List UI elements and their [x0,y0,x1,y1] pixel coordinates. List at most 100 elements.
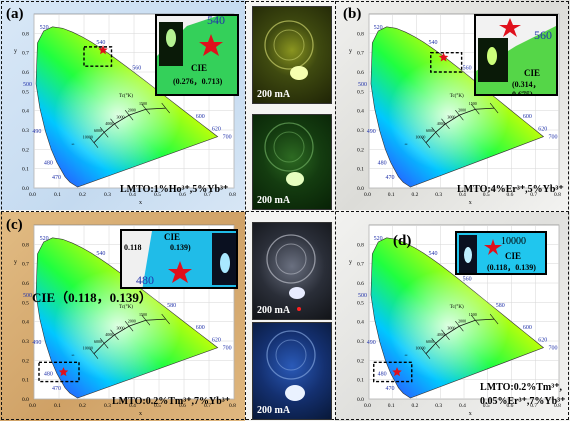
svg-text:470: 470 [52,175,61,181]
cie-title-a: CIE [191,63,208,73]
svg-text:10000: 10000 [415,346,425,351]
svg-text:480: 480 [378,160,387,166]
svg-text:∞: ∞ [72,352,75,357]
svg-text:0.5: 0.5 [357,89,364,95]
svg-text:∞: ∞ [72,141,75,146]
svg-text:3000: 3000 [117,114,125,119]
svg-text:560: 560 [132,65,141,71]
svg-text:1500: 1500 [469,101,477,106]
cie-value-a: (0.276，0.713) [173,77,223,86]
svg-text:x: x [139,411,142,417]
frame-mid-horizontal [1,211,569,212]
svg-text:700: 700 [548,346,557,352]
caption-b: LMTO:4%Er³⁺,5%Yb³⁺ [457,184,564,195]
led-photo-tm-1: 200 mA [252,222,332,320]
led-photo-ho: 200 mA [252,6,332,104]
svg-text:Tc(°K): Tc(°K) [119,94,133,99]
svg-text:0.0: 0.0 [29,403,36,409]
svg-text:0.1: 0.1 [357,378,364,384]
svg-text:0.6: 0.6 [179,403,186,409]
svg-text:0.0: 0.0 [357,397,364,403]
svg-text:0.1: 0.1 [22,167,29,173]
svg-text:0.2: 0.2 [79,403,86,409]
svg-text:0.4: 0.4 [129,192,136,198]
svg-text:2000: 2000 [128,108,136,113]
svg-text:10000: 10000 [415,135,425,140]
svg-text:500: 500 [358,293,367,299]
svg-text:0.6: 0.6 [22,70,29,76]
svg-text:490: 490 [367,129,376,135]
current-label-1: 200 mA [257,89,291,100]
cie-title-d: CIE [505,251,522,261]
svg-text:0.3: 0.3 [22,128,29,134]
svg-text:0.0: 0.0 [357,186,364,192]
svg-text:2000: 2000 [458,319,466,324]
svg-text:0.6: 0.6 [22,281,29,287]
cie-title-b: CIE [524,68,541,78]
svg-text:620: 620 [212,126,221,132]
svg-text:4000: 4000 [437,332,445,337]
svg-text:0.3: 0.3 [435,403,442,409]
svg-text:x: x [469,200,472,206]
panel-label-d: (d) [393,233,412,249]
svg-text:0.1: 0.1 [388,403,395,409]
svg-text:0.7: 0.7 [204,192,211,198]
svg-text:6000: 6000 [94,128,102,133]
inset-label-c: 480 [136,273,154,287]
svg-text:0.8: 0.8 [554,403,561,409]
svg-text:0.1: 0.1 [54,403,61,409]
caption-d-line2: 0.05%Er³⁺,7%Yb³⁺ [480,396,566,407]
inset-d: 10000 CIE (0.118，0.139) [455,231,547,275]
cie-value-d: (0.118，0.139) [487,263,536,272]
svg-text:0.3: 0.3 [104,403,111,409]
svg-text:540: 540 [429,251,438,257]
current-label-2: 200 mA [257,195,291,206]
svg-text:10000: 10000 [83,346,93,351]
svg-text:0.3: 0.3 [435,192,442,198]
cie-value-b: (0.314，0.675) [512,80,541,96]
inset-c: CIE 0.118 0.139) 480 [120,229,238,289]
svg-text:600: 600 [523,114,532,120]
svg-text:490: 490 [32,340,41,346]
svg-text:0.0: 0.0 [22,186,29,192]
svg-text:0.2: 0.2 [22,147,29,153]
cie-star-b-zoom [499,18,521,37]
svg-text:580: 580 [167,303,176,309]
svg-text:500: 500 [23,293,32,299]
cie-point-star [392,367,402,377]
svg-text:480: 480 [44,160,53,166]
svg-text:y: y [14,260,17,266]
cie-small-y-c: 0.139) [170,243,191,252]
svg-text:0.8: 0.8 [229,403,236,409]
svg-text:0.5: 0.5 [22,300,29,306]
cie-star-c-zoom [168,261,192,283]
svg-text:2000: 2000 [458,108,466,113]
svg-text:700: 700 [548,135,557,141]
svg-text:y: y [349,260,352,266]
svg-text:0.2: 0.2 [412,403,419,409]
svg-text:0.4: 0.4 [22,109,29,115]
svg-text:4000: 4000 [105,121,113,126]
svg-text:0.3: 0.3 [104,192,111,198]
svg-text:Tc(°K): Tc(°K) [450,305,464,310]
svg-text:0.6: 0.6 [179,192,186,198]
svg-text:520: 520 [40,25,49,31]
svg-text:0.4: 0.4 [129,403,136,409]
svg-text:0.7: 0.7 [357,51,364,57]
svg-text:620: 620 [538,337,547,343]
svg-text:0.1: 0.1 [357,167,364,173]
svg-text:0.7: 0.7 [204,403,211,409]
svg-text:0.7: 0.7 [530,403,537,409]
svg-text:∞: ∞ [405,352,408,357]
svg-text:0.6: 0.6 [507,192,514,198]
svg-text:0.5: 0.5 [483,403,490,409]
svg-text:y: y [14,49,17,55]
svg-text:0.3: 0.3 [357,128,364,134]
svg-text:500: 500 [358,82,367,88]
svg-text:0.0: 0.0 [22,397,29,403]
svg-text:2000: 2000 [128,319,136,324]
svg-text:3000: 3000 [447,325,455,330]
svg-text:540: 540 [429,40,438,46]
svg-text:600: 600 [196,114,205,120]
svg-text:520: 520 [374,236,383,242]
